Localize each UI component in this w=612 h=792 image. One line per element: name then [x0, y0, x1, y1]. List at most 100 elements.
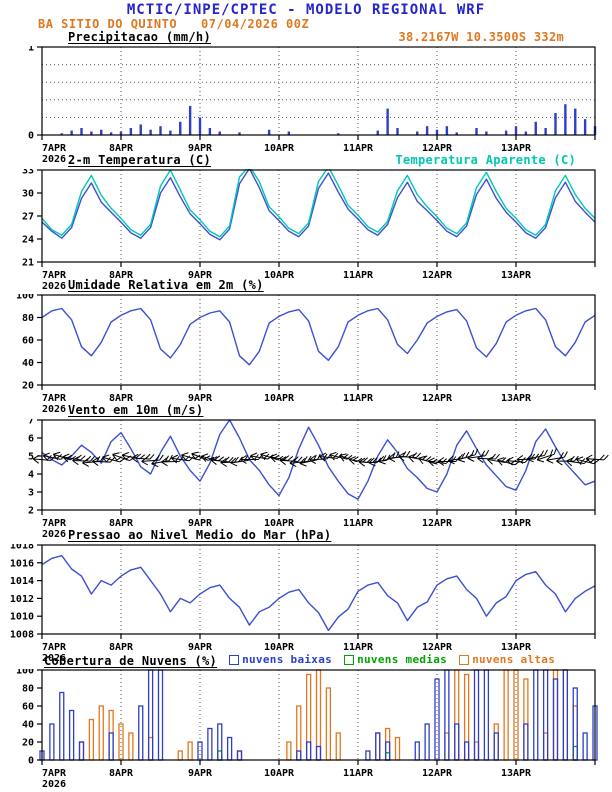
- y-tick-label: 3: [28, 488, 34, 499]
- y-tick-label: 1016: [10, 558, 34, 569]
- x-tick-label: 12APR: [422, 143, 453, 154]
- x-tick-label: 10APR: [264, 518, 295, 529]
- y-tick-label: 100: [16, 669, 34, 677]
- panel-title-nuvens: Cobertura de Nuvens (%): [44, 653, 218, 668]
- x-tick-label: 11APR: [343, 768, 374, 779]
- x-tick-label: 11APR: [343, 270, 374, 281]
- panel-title-row-temperatura: 2-m Temperatura (C) Temperatura Aparente …: [0, 153, 612, 169]
- panel-title-row-precipitacao: Precipitacao (mm/h) 38.2167W 10.3500S 332…: [0, 30, 612, 46]
- panel-title-precipitacao: Precipitacao (mm/h): [68, 30, 211, 44]
- y-tick-label: 2: [28, 506, 34, 517]
- x-tick-label: 10APR: [264, 393, 295, 404]
- x-tick-label: 13APR: [501, 518, 532, 529]
- y-tick-label: 30: [22, 189, 34, 200]
- y-tick-label: 80: [22, 313, 34, 324]
- x-tick-label: 10APR: [264, 270, 295, 281]
- x-tick-label: 8APR: [109, 143, 134, 154]
- legend-swatch-icon: [344, 654, 355, 665]
- y-tick-label: 40: [22, 720, 34, 731]
- y-tick-label: 1012: [10, 594, 34, 605]
- y-tick-label: 0: [28, 131, 34, 142]
- legend-item-nuvens-altas: nuvens altas: [459, 653, 555, 666]
- x-tick-label: 8APR: [109, 768, 134, 779]
- x-year-label: 2026: [42, 529, 66, 539]
- panel-title-row-nuvens: Cobertura de Nuvens (%) nuvens baixas nuve…: [0, 653, 612, 669]
- panel-precipitacao: Precipitacao (mm/h) 38.2167W 10.3500S 332…: [0, 30, 612, 164]
- legend-item-temperatura-aparente-c-: Temperatura Aparente (C): [395, 153, 576, 167]
- x-tick-label: 13APR: [501, 270, 532, 281]
- x-tick-label: 7APR: [42, 642, 67, 653]
- x-tick-label: 12APR: [422, 518, 453, 529]
- legend-label: nuvens medias: [357, 653, 448, 666]
- x-tick-label: 10APR: [264, 143, 295, 154]
- x-tick-label: 11APR: [343, 143, 374, 154]
- series-Temperatura-Aparente: [41, 169, 596, 238]
- panel-temperatura: 2-m Temperatura (C) Temperatura Aparente …: [0, 153, 612, 291]
- x-tick-label: 7APR: [42, 143, 67, 154]
- x-year-label: 2026: [42, 281, 66, 291]
- y-tick-label: 21: [22, 258, 34, 269]
- series-precipitacao: [60, 104, 597, 135]
- y-tick-label: 20: [22, 738, 34, 749]
- panel-title-row-vento: Vento em 10m (m/s): [0, 403, 612, 419]
- x-year-label: 2026: [42, 779, 66, 789]
- x-tick-label: 8APR: [109, 518, 134, 529]
- x-tick-label: 9APR: [188, 642, 213, 653]
- series-umidade-relativa: [41, 307, 596, 366]
- page-title: MCTIC/INPE/CPTEC - MODELO REGIONAL WRF: [126, 2, 486, 18]
- x-tick-label: 7APR: [42, 518, 67, 529]
- x-year-label: 2026: [42, 653, 66, 663]
- y-tick-label: 80: [22, 684, 34, 695]
- x-tick-label: 13APR: [501, 642, 532, 653]
- series-nuvens-altas: [78, 669, 578, 761]
- x-tick-label: 12APR: [422, 393, 453, 404]
- x-tick-label: 11APR: [343, 518, 374, 529]
- y-tick-label: 6: [28, 434, 34, 445]
- x-year-label: 2026: [42, 154, 66, 164]
- y-tick-label: 33: [22, 169, 34, 177]
- y-tick-label: 100: [16, 294, 34, 302]
- x-tick-label: 13APR: [501, 768, 532, 779]
- y-tick-label: 1018: [10, 544, 34, 552]
- legend-swatch-icon: [459, 654, 470, 665]
- y-tick-label: 40: [22, 358, 34, 369]
- legend-label: nuvens baixas: [242, 653, 333, 666]
- location-label: 38.2167W 10.3500S 332m: [398, 30, 564, 44]
- x-tick-label: 12APR: [422, 768, 453, 779]
- panel-title-pressao: Pressao ao Nivel Medio do Mar (hPa): [68, 528, 332, 542]
- series-vento-10m: [41, 419, 596, 500]
- y-tick-label: 1008: [10, 630, 34, 641]
- y-tick-label: 1014: [10, 576, 34, 587]
- legend-item-nuvens-medias: nuvens medias: [344, 653, 447, 666]
- y-tick-label: 7: [28, 419, 34, 427]
- series-2-m-Temperatura: [41, 169, 596, 241]
- y-tick-label: 24: [22, 235, 34, 246]
- station-name: BA SITIO DO QUINTO: [38, 17, 178, 31]
- header-row: BA SITIO DO QUINTO 07/04/2026 00Z: [38, 17, 309, 31]
- wind-barbs: [32, 448, 609, 468]
- legend-swatch-icon: [229, 654, 240, 665]
- x-tick-label: 8APR: [109, 642, 134, 653]
- x-tick-label: 8APR: [109, 393, 134, 404]
- x-tick-label: 8APR: [109, 270, 134, 281]
- y-tick-label: 60: [22, 702, 34, 713]
- x-year-label: 2026: [42, 404, 66, 414]
- y-tick-label: 0: [28, 756, 34, 767]
- panel-umidade: Umidade Relativa em 2m (%) 20 40 60 80 100 7AP…: [0, 278, 612, 414]
- series-pressao-nivel-do-mar: [41, 554, 596, 632]
- y-tick-label: 20: [22, 381, 34, 392]
- x-tick-label: 11APR: [343, 393, 374, 404]
- panel-title-temperatura: 2-m Temperatura (C): [68, 153, 211, 167]
- x-tick-label: 7APR: [42, 270, 67, 281]
- panel-title-vento: Vento em 10m (m/s): [68, 403, 204, 417]
- run-datetime: 07/04/2026 00Z: [201, 17, 310, 31]
- x-tick-label: 10APR: [264, 642, 295, 653]
- x-tick-label: 11APR: [343, 642, 374, 653]
- y-tick-label: 60: [22, 336, 34, 347]
- x-tick-label: 7APR: [42, 768, 67, 779]
